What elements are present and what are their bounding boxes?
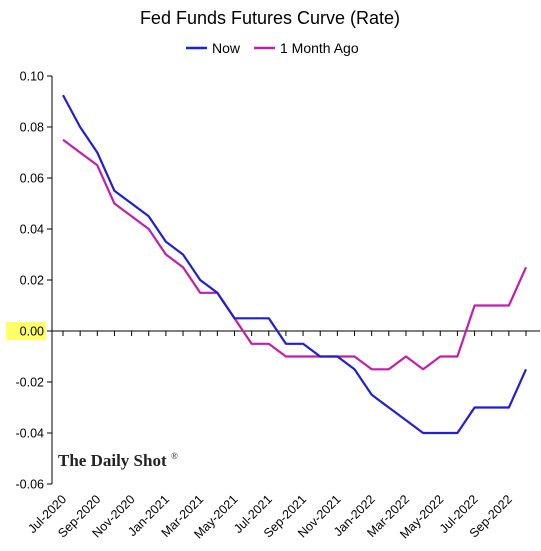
legend-label-1-month-ago: 1 Month Ago [280,40,359,56]
y-tick-label: 0.06 [20,172,44,186]
watermark-registered-mark: ® [171,451,178,461]
y-tick-label: -0.06 [16,478,45,492]
watermark-text: The Daily Shot [58,451,167,470]
zero-label-highlight [6,322,46,340]
y-tick-label: 0.00 [20,325,44,339]
watermark: The Daily Shot ® [58,451,178,470]
y-tick-label: -0.04 [16,427,45,441]
y-tick-label: 0.04 [20,223,44,237]
legend: Now 1 Month Ago [186,40,359,56]
chart-title: Fed Funds Futures Curve (Rate) [140,8,400,28]
y-tick-label: -0.02 [16,376,45,390]
y-tick-label: 0.02 [20,274,44,288]
series-line-now [62,94,528,435]
legend-label-now: Now [212,40,241,56]
y-tick-label: 0.08 [20,121,44,135]
y-tick-label: 0.10 [20,70,44,84]
series-line-1-month-ago [62,138,528,371]
